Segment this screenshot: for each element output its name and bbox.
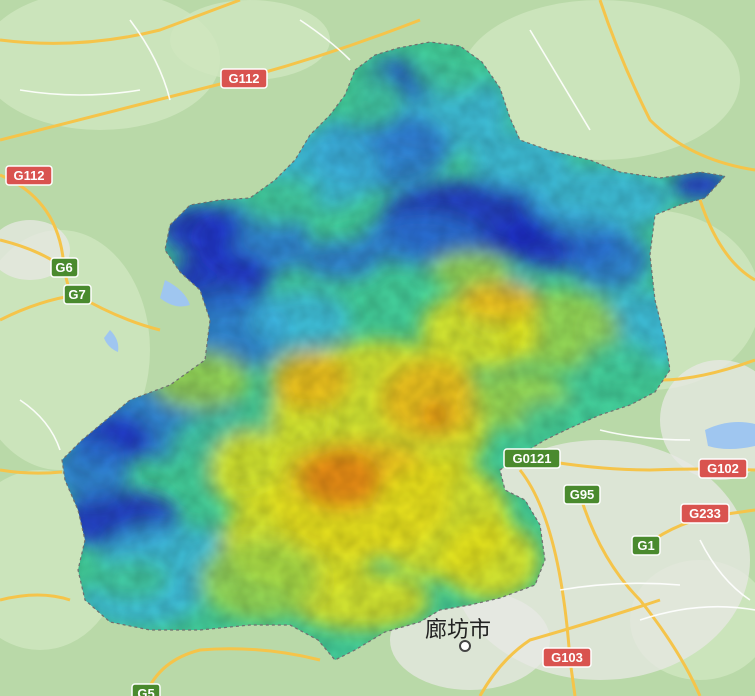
highway-shield-g103[interactable]: G103: [542, 647, 592, 668]
highway-shield-g5[interactable]: G5: [131, 683, 161, 696]
svg-text:G112: G112: [228, 71, 259, 86]
svg-text:G112: G112: [13, 168, 44, 183]
svg-text:G95: G95: [570, 487, 595, 502]
place-label-langfang[interactable]: 廊坊市: [425, 618, 491, 643]
highway-shield-g112-west[interactable]: G112: [5, 165, 53, 186]
highway-shield-g95[interactable]: G95: [563, 484, 601, 505]
highway-shield-g112-north[interactable]: G112: [220, 68, 268, 89]
svg-text:G233: G233: [689, 506, 721, 521]
svg-text:G103: G103: [551, 650, 583, 665]
svg-text:G6: G6: [55, 260, 72, 275]
svg-text:G1: G1: [637, 538, 654, 553]
highway-shield-g6[interactable]: G6: [50, 257, 79, 278]
highway-shields: G112 G112 G6 G7 G0121 G95 G102 G233 G1 G…: [5, 68, 748, 696]
highway-shield-g233[interactable]: G233: [680, 503, 730, 524]
place-labels: 廊坊市: [425, 618, 491, 652]
water-layer: [104, 280, 755, 449]
highway-shield-g1[interactable]: G1: [631, 535, 661, 556]
svg-text:G5: G5: [137, 686, 154, 696]
highway-shield-g0121[interactable]: G0121: [503, 448, 561, 469]
highway-shield-g7[interactable]: G7: [63, 284, 92, 305]
svg-text:G7: G7: [68, 287, 85, 302]
city-marker-icon[interactable]: [459, 640, 471, 652]
svg-text:G102: G102: [707, 461, 739, 476]
highway-shield-g102[interactable]: G102: [698, 458, 748, 479]
svg-text:G0121: G0121: [512, 451, 551, 466]
